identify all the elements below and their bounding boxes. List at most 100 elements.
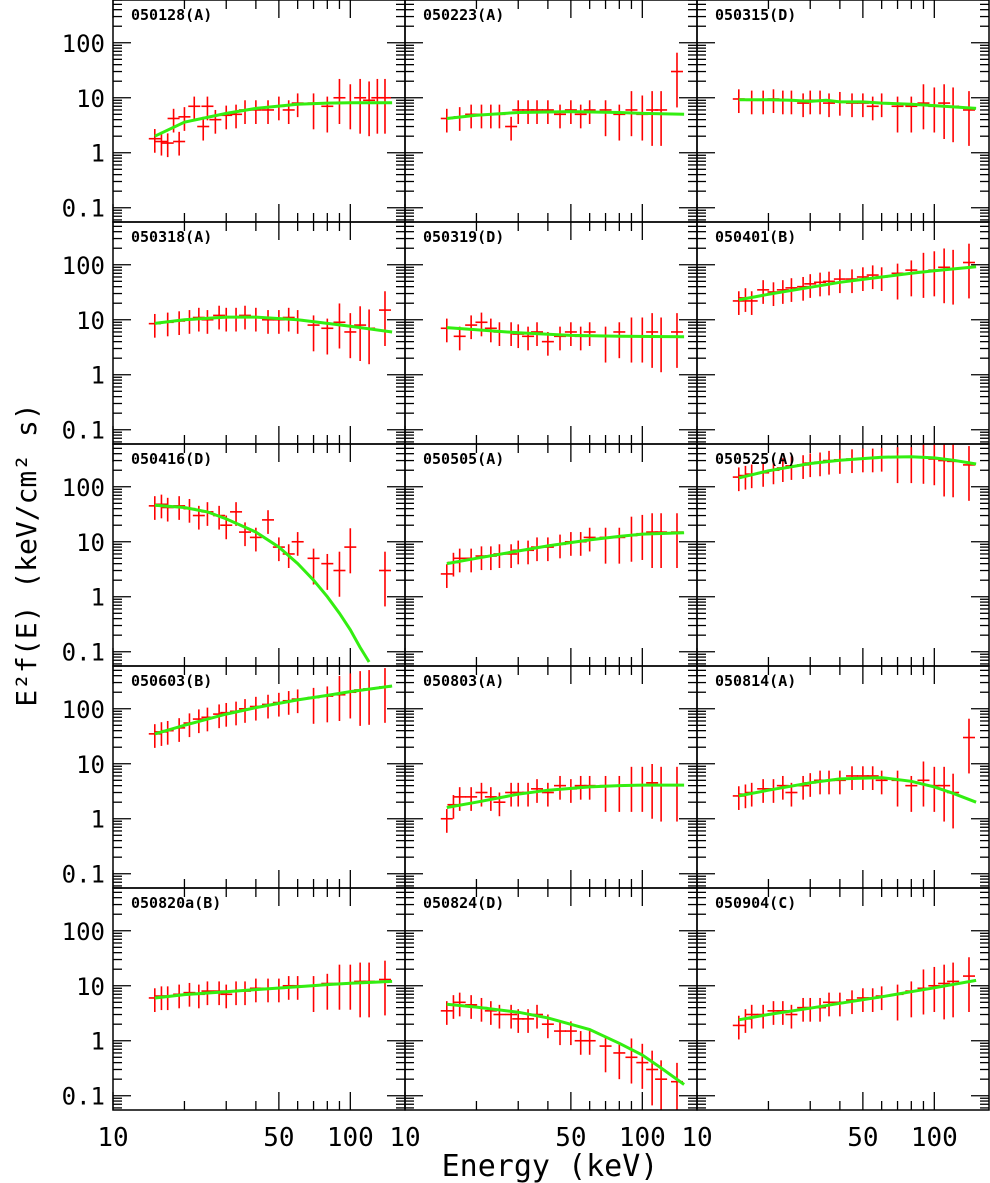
data-point	[574, 532, 587, 556]
panel: 050223(A)	[404, 0, 698, 223]
panel-ticks	[696, 665, 989, 888]
data-point	[307, 976, 320, 1012]
model-curve	[446, 110, 685, 120]
data-point	[745, 90, 758, 115]
panel: 050505(A)	[404, 443, 698, 667]
data-point	[291, 532, 304, 556]
x-tick-label: 100	[327, 1123, 374, 1153]
data-point	[599, 326, 612, 363]
data-point	[670, 313, 683, 368]
data-point	[161, 497, 174, 522]
data-point	[875, 770, 888, 795]
panel-ticks	[404, 221, 697, 444]
data-point	[823, 770, 836, 795]
data-point	[962, 718, 975, 774]
data-point	[484, 104, 497, 129]
data-point	[554, 326, 567, 351]
panel-ticks	[404, 887, 697, 1110]
panel-frame	[696, 665, 990, 889]
panel-frame	[404, 887, 698, 1111]
x-tick-label: 50	[555, 1123, 586, 1153]
data-point	[541, 331, 554, 356]
data-point	[173, 311, 186, 336]
data-point	[453, 787, 466, 811]
data-point	[262, 310, 275, 334]
data-point	[866, 448, 879, 473]
panel: 050603(B) 0.1 1 10 100	[62, 665, 406, 889]
y-tick-label: 10	[76, 529, 105, 557]
panel-frame	[112, 443, 406, 667]
model-curve	[154, 979, 393, 1000]
data-point	[856, 93, 869, 118]
data-point	[220, 105, 233, 130]
data-point	[625, 766, 638, 812]
data-point	[344, 673, 357, 719]
y-tick-label: 100	[62, 696, 105, 724]
data-point	[541, 537, 554, 562]
data-point	[554, 104, 567, 129]
data-point	[875, 267, 888, 292]
data-point	[554, 1021, 567, 1046]
data-point	[823, 93, 836, 118]
panel-ticks	[112, 221, 405, 444]
panel-label: 050315(D)	[715, 6, 796, 24]
data-point	[363, 962, 376, 1018]
data-point	[272, 978, 285, 1003]
y-tick-label: 1	[91, 140, 105, 168]
data-point	[613, 322, 626, 359]
data-point	[209, 109, 222, 134]
x-tick-label: 50	[847, 1123, 878, 1153]
y-tick-label: 100	[62, 252, 105, 280]
panel-label: 050401(B)	[715, 228, 796, 246]
data-point	[574, 1031, 587, 1055]
data-point	[797, 93, 810, 118]
data-point	[484, 546, 497, 571]
data-point	[599, 775, 612, 812]
data-point	[440, 108, 453, 133]
data-point	[354, 78, 367, 134]
panel-ticks	[696, 887, 989, 1110]
data-point	[739, 1009, 752, 1033]
data-point	[522, 540, 535, 565]
data-point	[833, 770, 846, 795]
y-tick-label: 1	[91, 362, 105, 390]
data-point	[354, 306, 367, 362]
data-point	[440, 809, 453, 833]
model-curve	[446, 783, 685, 809]
data-point	[197, 116, 210, 141]
data-point	[757, 90, 770, 115]
data-point	[344, 528, 357, 574]
data-point	[239, 981, 252, 1006]
data-point	[732, 291, 745, 315]
panel: 050128(A) 0.1 1 10 100	[62, 0, 406, 223]
panel-label: 050128(A)	[131, 6, 212, 24]
data-point	[148, 313, 161, 338]
data-point	[785, 90, 798, 115]
data-point	[846, 449, 859, 474]
data-point	[625, 516, 638, 562]
data-point	[670, 52, 683, 108]
data-point	[465, 787, 478, 811]
y-tick-label: 1	[91, 806, 105, 834]
data-point	[905, 260, 918, 297]
data-point	[655, 91, 668, 146]
model-curve	[738, 265, 977, 302]
data-point	[333, 551, 346, 597]
data-point	[917, 444, 930, 484]
panel: 050525(A)	[696, 443, 990, 667]
data-point	[272, 310, 285, 334]
data-point	[554, 534, 567, 559]
panel-label: 050319(D)	[423, 228, 504, 246]
panel: 050401(B)	[696, 221, 990, 445]
data-point	[625, 1038, 638, 1084]
panel: 050814(A)	[696, 665, 990, 889]
panel-label: 050525(A)	[715, 450, 796, 468]
data-point	[785, 1004, 798, 1029]
data-point	[613, 1043, 626, 1080]
data-point	[938, 444, 951, 497]
data-point	[891, 96, 904, 133]
panel: 050315(D)	[696, 0, 990, 223]
y-tick-label: 0.1	[62, 195, 105, 223]
data-point	[220, 984, 233, 1009]
data-point	[866, 96, 879, 121]
